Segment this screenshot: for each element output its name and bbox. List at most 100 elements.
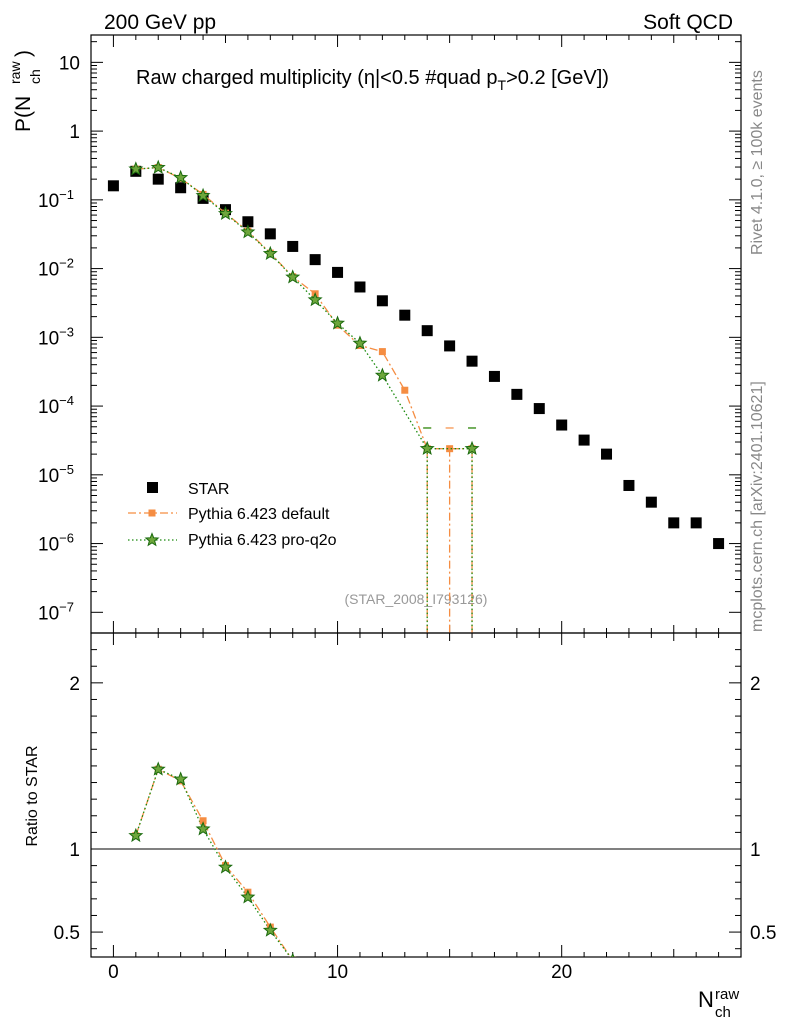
x-tick-label: 0 [108,962,119,983]
star-data-point [533,403,545,415]
main-title-eta: η [364,67,375,89]
proq2o-series-line [135,166,473,450]
star-data-point [488,370,500,382]
main-ytick-label: 10−4 [38,393,74,418]
proq2o-data-point [352,335,368,350]
header-right: Soft QCD [643,11,733,34]
ratio-proq2o-line [135,768,292,957]
ratio-frame [90,632,742,958]
ratio-ytick-label-left: 1 [69,840,80,861]
main-ytick-label: 10−2 [38,256,74,281]
legend-entry-proq2o: Pythia 6.423 pro-q2o [128,532,337,549]
star-data-point [668,517,680,529]
proq2o-data-point [240,224,256,239]
ratio-proq2o-point [217,859,233,874]
main-ytick-label: 1 [69,122,80,143]
star-data-point [713,538,725,550]
main-axes: 10 1 10−1 10−2 10−3 10−4 10−5 10−6 10−7 [38,34,742,634]
rivet-version-label: Rivet 4.1.0, ≥ 100k events [749,70,766,255]
star-data-point [623,479,635,491]
main-title-post: >0.2 [GeV]) [506,67,609,89]
default-data-point [378,348,386,356]
default-series-line [135,166,473,450]
legend-label-star: STAR [188,481,229,498]
main-y-label-p: P(N [12,96,35,132]
ratio-series-group [128,761,297,957]
star-data-point [107,180,119,192]
x-axis-label-sub: ch [715,1004,731,1021]
ratio-ytick-label-right: 2 [750,674,761,695]
x-axis-label: N raw ch [698,986,739,1021]
proq2o-data-point [195,187,211,203]
star-data-point [578,434,590,446]
main-ytick-label: 10 [59,53,80,74]
main-title-pre: Raw charged multiplicity ( [136,67,364,89]
star-data-point [511,388,523,400]
main-title: Raw charged multiplicity (η|<0.5 #quad p… [136,67,609,93]
star-data-point [287,240,299,252]
proq2o-data-point [150,159,166,174]
star-data-point [376,295,388,307]
star-data-point [466,355,478,367]
default-data-point [401,386,409,394]
star-data-point [444,340,456,352]
proq2o-data-point [173,169,189,185]
proq2o-data-point [217,205,233,221]
star-data-point [690,517,702,529]
star-data-point [421,325,433,337]
proq2o-data-point [464,440,480,456]
main-y-label: P(N raw ch ) [7,50,43,132]
proq2o-data-point [374,367,390,382]
legend-entry-star: STAR [147,481,229,498]
svg-text:ch: ch [715,1004,731,1021]
star-data-point [556,419,568,431]
legend-entry-default: Pythia 6.423 default [128,506,330,523]
ratio-ytick-label-right: 1 [750,840,761,861]
x-axis-label-sup: raw [715,986,739,1003]
main-title-sub: T [498,77,507,93]
proq2o-data-point [262,245,278,261]
star-data-point [175,182,187,194]
star-data-point [601,448,613,460]
header-left: 200 GeV pp [104,11,216,34]
ratio-default-line [135,768,292,957]
x-tick-label: 10 [327,962,348,983]
main-ytick-label: 10−1 [38,187,74,212]
legend: STAR Pythia 6.423 default Pythia 6.423 p… [128,481,337,549]
main-y-label-sub: ch [27,69,43,84]
main-plot-area [107,159,725,633]
star-data-point [645,496,657,508]
ratio-plot-area [128,761,297,957]
ratio-proq2o-point [195,821,211,836]
ratio-ytick-label-left: 2 [69,674,80,695]
star-data-point [242,216,254,228]
main-ytick-label: 10−5 [38,462,74,487]
proq2o-data-point [128,161,144,176]
proq2o-data-point [285,269,301,284]
x-axis-label-base: N [698,987,714,1012]
svg-text:): ) [12,50,35,57]
ratio-proq2o-point [150,761,166,776]
ratio-default-point [199,817,207,825]
svg-text:ch: ch [27,69,43,84]
star-data-point [332,266,344,278]
mcplots-url-label: mcplots.cern.ch [arXiv:2401.10621] [749,381,766,632]
main-ytick-label: 10−3 [38,324,74,349]
x-tick-label: 20 [551,962,572,983]
ratio-axes: 0.5 0.51 12 20 10 20 [54,632,776,983]
ratio-proq2o-point [128,827,144,843]
star-data-point [264,228,276,240]
svg-text:raw: raw [715,986,739,1003]
proq2o-data-point [419,440,435,456]
svg-text:P(N: P(N [12,96,35,132]
legend-marker-star [147,482,158,493]
proq2o-data-point [330,315,346,330]
main-title-mid: |<0.5 #quad p [375,67,498,89]
proq2o-data-point [307,292,323,307]
star-data-point [354,281,366,293]
svg-text:raw: raw [7,61,23,84]
svg-text:N: N [698,987,714,1012]
reference-label: (STAR_2008_I793126) [345,591,488,607]
ratio-proq2o-point [240,889,256,904]
main-ytick-label: 10−7 [38,599,74,624]
